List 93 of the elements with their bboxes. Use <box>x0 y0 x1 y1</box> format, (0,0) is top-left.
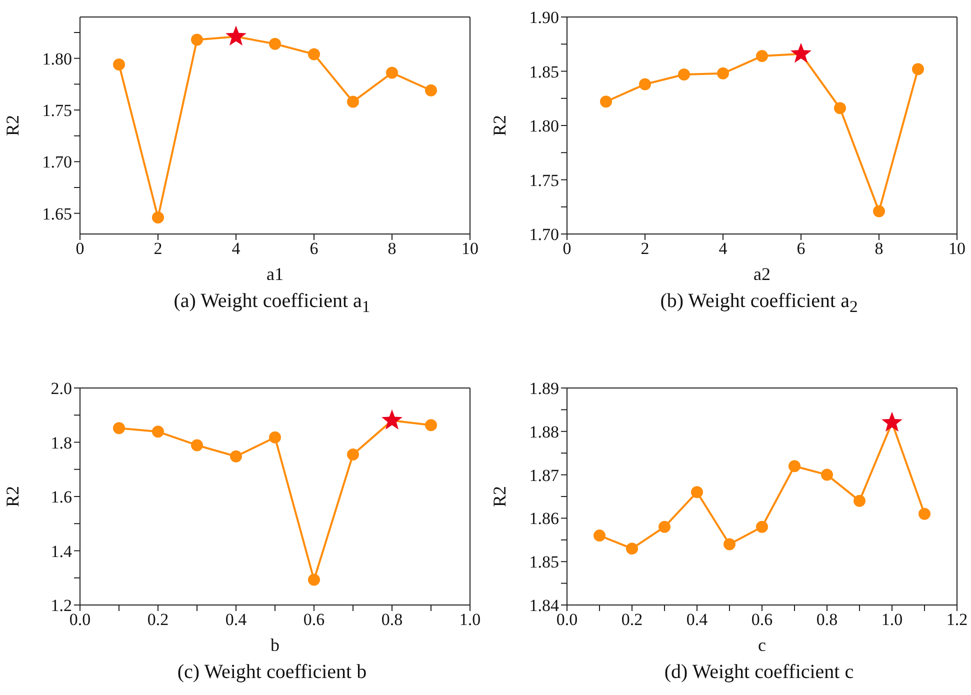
point <box>626 542 638 555</box>
point <box>113 422 125 434</box>
y-tick-label: 1.85 <box>529 552 559 572</box>
x-tick-label: 6 <box>796 239 806 258</box>
y-tick-label: 1.80 <box>42 49 72 68</box>
y-tick-label: 1.75 <box>529 170 559 190</box>
y-axis-title: R2 <box>2 114 22 136</box>
x-axis-title: a1 <box>266 264 284 284</box>
point <box>658 520 670 533</box>
y-tick-label: 1.75 <box>42 101 72 120</box>
x-tick-label: 10 <box>462 239 478 258</box>
x-tick-label: 0.2 <box>621 610 643 630</box>
x-tick-label: 0.2 <box>147 610 169 630</box>
x-tick-label: 0.6 <box>303 610 325 630</box>
x-tick-label: 10 <box>948 239 966 258</box>
point <box>788 460 800 472</box>
y-axis-title: R2 <box>489 486 510 508</box>
x-tick-label: 1.0 <box>459 610 481 630</box>
x-axis-title: b <box>270 635 280 655</box>
point <box>756 520 768 533</box>
x-axis-title: c <box>758 635 766 655</box>
point <box>678 68 690 81</box>
y-tick-label: 1.87 <box>529 466 560 485</box>
point <box>269 431 281 444</box>
y-tick-label: 1.80 <box>529 116 559 136</box>
point <box>790 42 812 63</box>
point <box>308 48 320 60</box>
point <box>269 38 281 50</box>
point <box>918 508 930 520</box>
x-tick-label: 4 <box>718 239 728 258</box>
y-tick-label: 1.4 <box>50 542 72 561</box>
text: (d) Weight coefficient c <box>663 661 855 684</box>
text: (c) Weight coefficient b <box>176 661 368 684</box>
y-axis-title: R2 <box>489 114 510 136</box>
y-tick-label: 1.70 <box>529 225 559 244</box>
point <box>386 66 398 79</box>
x-tick-label: 0.4 <box>686 610 708 630</box>
y-tick-label: 1.90 <box>529 8 559 28</box>
y-tick-label: 1.89 <box>529 379 559 398</box>
x-tick-label: 1.0 <box>881 610 903 630</box>
y-axis-title: R2 <box>2 486 22 508</box>
text: (b) Weight coefficient a$_{2}$ <box>659 290 859 317</box>
x-tick-label: 0 <box>76 239 84 258</box>
point <box>834 102 846 114</box>
y-tick-label: 1.2 <box>50 596 72 616</box>
y-tick-label: 1.65 <box>42 204 72 224</box>
point <box>873 205 885 218</box>
x-tick-label: 0 <box>562 239 572 258</box>
point <box>347 448 359 460</box>
x-tick-label: 0.6 <box>751 610 773 630</box>
point <box>821 468 833 481</box>
point <box>756 50 768 62</box>
x-tick-label: 4 <box>232 239 241 258</box>
y-tick-label: 1.8 <box>50 433 72 452</box>
x-axis-title: a2 <box>754 264 770 284</box>
y-tick-label: 2.0 <box>50 379 72 398</box>
point <box>912 63 924 76</box>
point <box>230 450 242 462</box>
y-tick-label: 1.88 <box>529 422 559 442</box>
y-tick-label: 1.86 <box>529 509 559 528</box>
point <box>308 574 320 586</box>
point <box>113 58 125 71</box>
x-tick-label: 0.8 <box>381 610 403 630</box>
point <box>717 67 729 80</box>
x-tick-label: 1.2 <box>946 610 968 630</box>
point <box>882 412 902 432</box>
x-tick-label: 8 <box>388 239 396 258</box>
x-tick-label: 6 <box>310 239 318 258</box>
text: (a) Weight coefficient a$_{1}$ <box>172 290 372 317</box>
y-tick-label: 1.70 <box>42 152 72 172</box>
point <box>425 84 437 96</box>
point <box>639 78 651 90</box>
point <box>425 419 437 432</box>
point <box>691 486 703 498</box>
point <box>724 538 736 550</box>
point <box>226 26 246 46</box>
point <box>600 96 612 108</box>
point <box>347 96 359 108</box>
x-tick-label: 0.8 <box>816 610 838 630</box>
x-tick-label: 8 <box>874 239 884 258</box>
x-tick-label: 0.0 <box>69 610 91 630</box>
point <box>382 410 402 430</box>
x-tick-label: 2 <box>154 239 162 258</box>
x-tick-label: 2 <box>640 239 650 258</box>
y-tick-label: 1.85 <box>529 62 559 82</box>
point <box>594 530 606 542</box>
point <box>854 494 866 507</box>
point <box>152 211 164 224</box>
point <box>191 439 203 452</box>
y-tick-label: 1.6 <box>50 488 72 507</box>
point <box>191 34 203 46</box>
point <box>152 426 164 438</box>
x-tick-label: 0.4 <box>225 610 248 630</box>
